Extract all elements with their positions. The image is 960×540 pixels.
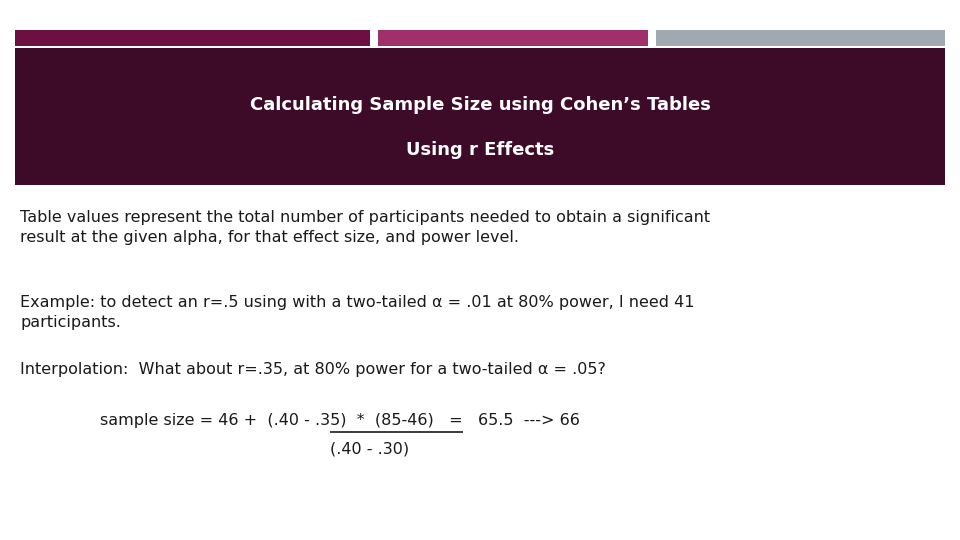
Text: Example: to detect an r=.5 using with a two-tailed α = .01 at 80% power, I need : Example: to detect an r=.5 using with a … [20, 295, 694, 330]
Text: Table values represent the total number of participants needed to obtain a signi: Table values represent the total number … [20, 210, 710, 245]
Text: Calculating Sample Size using Cohen’s Tables: Calculating Sample Size using Cohen’s Ta… [250, 96, 710, 114]
Bar [378, 30, 648, 46]
Bar [15, 48, 945, 185]
Text: Using r Effects: Using r Effects [406, 141, 554, 159]
Text: sample size = 46 +  (.40 - .35)  *  (85-46)   =   65.5  ---> 66: sample size = 46 + (.40 - .35) * (85-46)… [100, 413, 580, 428]
Bar [656, 30, 945, 46]
Text: Interpolation:  What about r=.35, at 80% power for a two-tailed α = .05?: Interpolation: What about r=.35, at 80% … [20, 362, 606, 377]
Bar [15, 30, 370, 46]
Text: (.40 - .30): (.40 - .30) [330, 441, 409, 456]
